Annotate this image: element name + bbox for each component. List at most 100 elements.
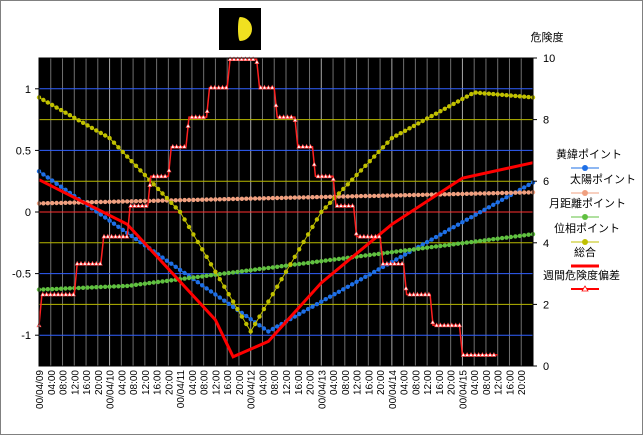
y-tick-label: 0 <box>25 207 31 219</box>
series-point-3 <box>252 321 258 327</box>
series-point-2 <box>310 260 315 265</box>
series-point-2 <box>138 282 143 287</box>
x-tick-label: 00/04/09 <box>35 370 46 409</box>
series-point-2 <box>120 283 126 289</box>
series-point-2 <box>54 286 59 292</box>
series-point-1 <box>270 195 275 201</box>
deviation-marker <box>74 260 80 266</box>
series-point-2 <box>429 244 434 250</box>
deviation-marker <box>399 260 405 266</box>
series-point-2 <box>372 252 377 257</box>
x-tick-label: 20:00 <box>306 370 317 395</box>
series-point-0 <box>213 292 218 297</box>
x-tick-label: 12:00 <box>353 370 364 395</box>
series-point-0 <box>363 274 368 279</box>
deviation-marker <box>426 291 432 297</box>
series-point-0 <box>111 221 117 226</box>
series-point-3 <box>226 292 231 297</box>
series-point-3 <box>433 111 439 116</box>
series-point-3 <box>208 262 214 267</box>
series-point-3 <box>89 125 95 131</box>
deviation-marker <box>334 202 340 208</box>
series-point-1 <box>385 193 390 198</box>
series-point-1 <box>129 199 134 204</box>
series-point-3 <box>103 133 108 138</box>
deviation-marker <box>44 291 50 297</box>
series-point-0 <box>217 295 222 300</box>
series-point-3 <box>222 284 227 289</box>
series-point-3 <box>385 140 390 145</box>
series-point-1 <box>367 193 372 199</box>
deviation-marker <box>246 56 252 61</box>
deviation-marker <box>403 285 409 291</box>
deviation-marker <box>116 233 122 239</box>
deviation-marker <box>304 143 310 149</box>
deviation-marker <box>166 167 172 173</box>
series-point-2 <box>239 269 245 274</box>
y2-tick-label: 0 <box>543 361 549 373</box>
x-tick-label: 08:00 <box>59 370 70 395</box>
series-point-0 <box>460 220 465 225</box>
series-point-3 <box>261 306 267 312</box>
series-point-3 <box>182 217 187 222</box>
deviation-marker <box>261 84 268 90</box>
deviation-marker <box>97 260 103 266</box>
series-point-3 <box>411 123 417 129</box>
series-point-2 <box>319 259 324 264</box>
series-point-2 <box>169 278 174 283</box>
series-point-3 <box>327 200 333 205</box>
series-point-1 <box>94 199 99 205</box>
series-point-0 <box>305 306 311 312</box>
series-point-1 <box>495 190 500 196</box>
series-point-0 <box>332 292 337 297</box>
series-point-0 <box>336 289 342 294</box>
deviation-marker <box>223 84 229 90</box>
deviation-marker <box>258 84 264 90</box>
series-point-1 <box>195 197 200 202</box>
series-point-2 <box>438 243 443 249</box>
series-point-3 <box>173 205 178 210</box>
series-point-1 <box>411 192 417 198</box>
series-point-1 <box>442 192 447 197</box>
series-point-2 <box>94 285 99 290</box>
series-point-1 <box>67 200 73 205</box>
x-tick-label: 04:00 <box>329 370 340 395</box>
series-point-2 <box>504 235 509 240</box>
x-tick-label: 12:00 <box>494 370 505 395</box>
series-point-0 <box>526 182 531 188</box>
series-point-3 <box>482 91 487 96</box>
series-point-1 <box>41 201 46 206</box>
series-point-0 <box>354 279 359 284</box>
series-point-2 <box>133 282 139 287</box>
series-point-0 <box>433 234 439 240</box>
series-point-2 <box>155 279 161 285</box>
series-point-3 <box>151 182 156 187</box>
deviation-marker <box>449 322 455 328</box>
series-point-1 <box>297 195 302 200</box>
series-point-0 <box>394 257 399 262</box>
series-point-2 <box>411 247 417 252</box>
x-tick-label: 16:00 <box>364 370 375 395</box>
series-point-2 <box>230 270 236 275</box>
series-point-3 <box>283 269 289 274</box>
deviation-marker <box>445 322 451 328</box>
deviation-marker <box>273 102 279 108</box>
series-point-2 <box>447 242 452 248</box>
series-point-0 <box>261 326 267 331</box>
series-point-1 <box>151 198 156 203</box>
series-point-2 <box>186 275 192 281</box>
series-point-1 <box>350 194 355 199</box>
deviation-marker <box>242 56 248 61</box>
series-point-0 <box>58 184 64 189</box>
series-point-3 <box>45 100 50 105</box>
series-point-2 <box>208 273 214 278</box>
series-point-2 <box>394 249 399 254</box>
x-tick-label: 16:00 <box>435 370 446 395</box>
x-tick-label: 16:00 <box>506 370 517 395</box>
series-point-0 <box>208 289 214 294</box>
series-point-3 <box>495 92 500 97</box>
series-point-3 <box>407 126 412 131</box>
series-point-0 <box>491 202 496 207</box>
series-point-2 <box>63 286 68 291</box>
series-point-2 <box>416 246 421 251</box>
